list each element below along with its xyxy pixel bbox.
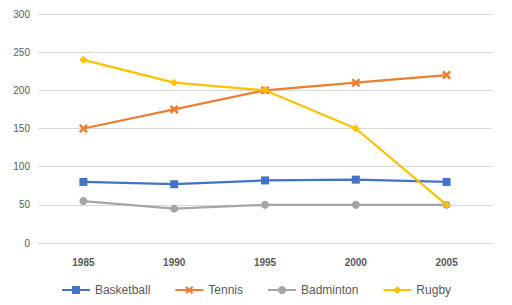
svg-text:Tennis: Tennis	[208, 283, 243, 297]
svg-text:250: 250	[13, 47, 30, 58]
svg-text:50: 50	[19, 199, 31, 210]
svg-text:0: 0	[24, 238, 30, 249]
svg-text:Badminton: Badminton	[301, 283, 358, 297]
svg-text:1985: 1985	[72, 257, 95, 268]
svg-text:100: 100	[13, 161, 30, 172]
svg-text:Basketball: Basketball	[95, 283, 150, 297]
svg-text:2005: 2005	[435, 257, 458, 268]
svg-text:150: 150	[13, 123, 30, 134]
svg-text:Rugby: Rugby	[416, 283, 451, 297]
svg-text:1990: 1990	[163, 257, 186, 268]
svg-text:2000: 2000	[345, 257, 368, 268]
svg-text:200: 200	[13, 85, 30, 96]
svg-text:1995: 1995	[254, 257, 277, 268]
svg-text:300: 300	[13, 9, 30, 20]
